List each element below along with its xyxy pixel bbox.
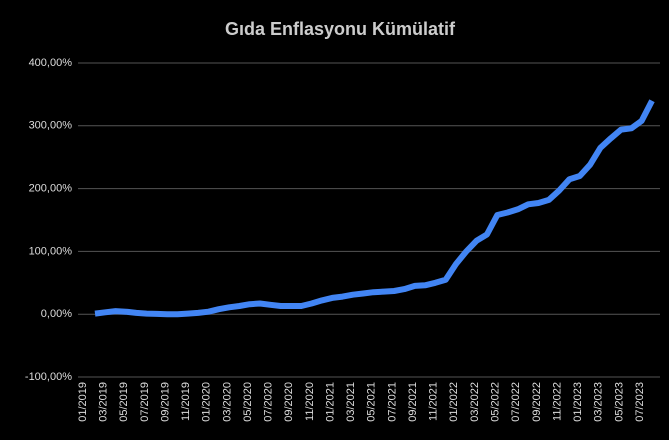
x-tick-label: 09/2021 <box>407 382 419 422</box>
data-line <box>94 99 655 318</box>
y-tick-label: 300,00% <box>29 120 73 132</box>
x-tick-label: 07/2021 <box>386 382 398 422</box>
x-tick-label: 05/2020 <box>242 382 254 422</box>
x-tick-label: 03/2019 <box>98 382 110 422</box>
x-tick-label: 01/2021 <box>324 382 336 422</box>
x-tick-label: 07/2019 <box>139 382 151 422</box>
x-tick-label: 07/2023 <box>634 382 646 422</box>
x-tick-label: 09/2019 <box>159 382 171 422</box>
x-tick-label: 05/2021 <box>366 382 378 422</box>
x-tick-label: 03/2023 <box>593 382 605 422</box>
x-tick-label: 09/2020 <box>283 382 295 422</box>
x-tick-label: 03/2020 <box>221 382 233 422</box>
x-tick-label: 01/2019 <box>77 382 89 422</box>
x-tick-label: 03/2021 <box>345 382 357 422</box>
x-tick-label: 05/2019 <box>118 382 130 422</box>
x-tick-label: 05/2023 <box>613 382 625 422</box>
x-tick-label: 09/2022 <box>531 382 543 422</box>
x-tick-label: 11/2020 <box>304 382 316 421</box>
x-tick-label: 07/2020 <box>263 382 275 422</box>
y-tick-label: 100,00% <box>29 245 73 257</box>
x-tick-label: 07/2022 <box>510 382 522 422</box>
x-tick-label: 01/2023 <box>572 382 584 422</box>
x-tick-label: 05/2022 <box>489 382 501 422</box>
x-tick-label: 01/2022 <box>448 382 460 422</box>
x-tick-label: 11/2022 <box>551 382 563 421</box>
y-tick-label: -100,00% <box>25 371 72 383</box>
x-tick-label: 03/2022 <box>469 382 481 422</box>
chart-title: Gıda Enflasyonu Kümülatif <box>225 19 456 39</box>
y-tick-label: 0,00% <box>41 308 72 320</box>
x-tick-label: 11/2021 <box>428 382 440 421</box>
x-tick-label: 11/2019 <box>180 382 192 421</box>
y-tick-label: 200,00% <box>29 183 73 195</box>
x-tick-label: 01/2020 <box>201 382 213 422</box>
y-tick-label: 400,00% <box>29 57 73 69</box>
